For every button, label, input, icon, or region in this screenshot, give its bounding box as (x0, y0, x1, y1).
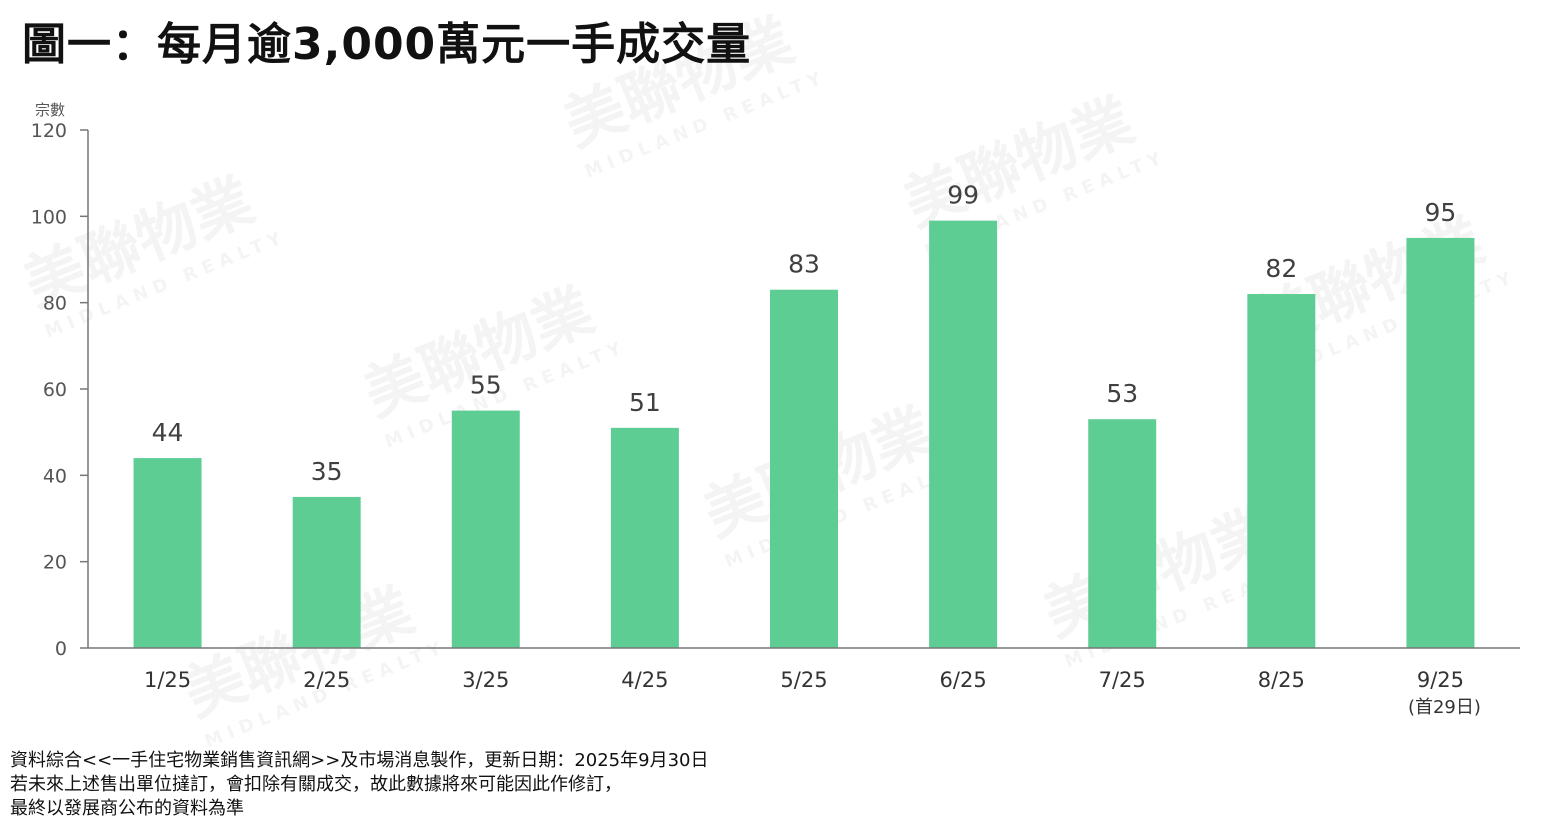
data-label: 99 (947, 181, 979, 210)
data-label: 44 (152, 418, 184, 447)
chart-title: 圖一：每月逾3,000萬元一手成交量 (22, 19, 752, 70)
x-tick-label: 6/25 (940, 668, 987, 692)
x-tick-label: 2/25 (303, 668, 350, 692)
x-tick-label: 8/25 (1258, 668, 1305, 692)
footer-line: 若未來上述售出單位撻訂，會扣除有關成交，故此數據將來可能因此作修訂， (10, 774, 622, 795)
data-label: 35 (311, 457, 343, 486)
x-tick-label: 9/25 (1417, 668, 1464, 692)
y-axis-label: 宗數 (35, 101, 66, 119)
bar (1088, 419, 1157, 648)
y-tick-label: 120 (31, 120, 67, 142)
y-tick-label: 0 (55, 638, 67, 660)
bar (451, 410, 520, 648)
data-label: 95 (1425, 198, 1457, 227)
bar (133, 458, 202, 648)
data-label: 82 (1265, 254, 1297, 283)
y-tick-label: 40 (43, 465, 67, 487)
data-label: 51 (629, 388, 661, 417)
data-label: 83 (788, 250, 820, 279)
bar-chart: 0 20 40 60 80 100 120 44 1/25 35 2/25 55 3/25 51 4/25 8… (31, 120, 1520, 718)
footer-notes: 資料綜合<<一手住宅物業銷售資訊網>>及市場消息製作，更新日期：2025年9月3… (10, 749, 709, 821)
y-tick-label: 100 (31, 206, 67, 228)
y-tick-label: 20 (43, 552, 67, 574)
x-tick-label: 5/25 (780, 668, 827, 692)
footer-line: 最終以發展商公布的資料為準 (10, 798, 244, 819)
x-tick-label: 3/25 (462, 668, 509, 692)
x-tick-label: 7/25 (1099, 668, 1146, 692)
bar (610, 427, 679, 648)
x-tick-label: 1/25 (144, 668, 191, 692)
x-tick-note: (首29日) (1408, 697, 1481, 718)
footer-line: 資料綜合<<一手住宅物業銷售資訊網>>及市場消息製作，更新日期：2025年9月3… (10, 750, 709, 771)
x-tick-label: 4/25 (621, 668, 668, 692)
bar (770, 289, 838, 648)
bar (292, 496, 361, 648)
data-label: 53 (1106, 379, 1138, 408)
y-tick-label: 80 (43, 293, 67, 315)
y-tick-label: 60 (43, 379, 67, 401)
data-label: 55 (470, 371, 502, 400)
bar (1247, 294, 1316, 648)
bar (929, 220, 998, 648)
bar (1406, 237, 1475, 648)
